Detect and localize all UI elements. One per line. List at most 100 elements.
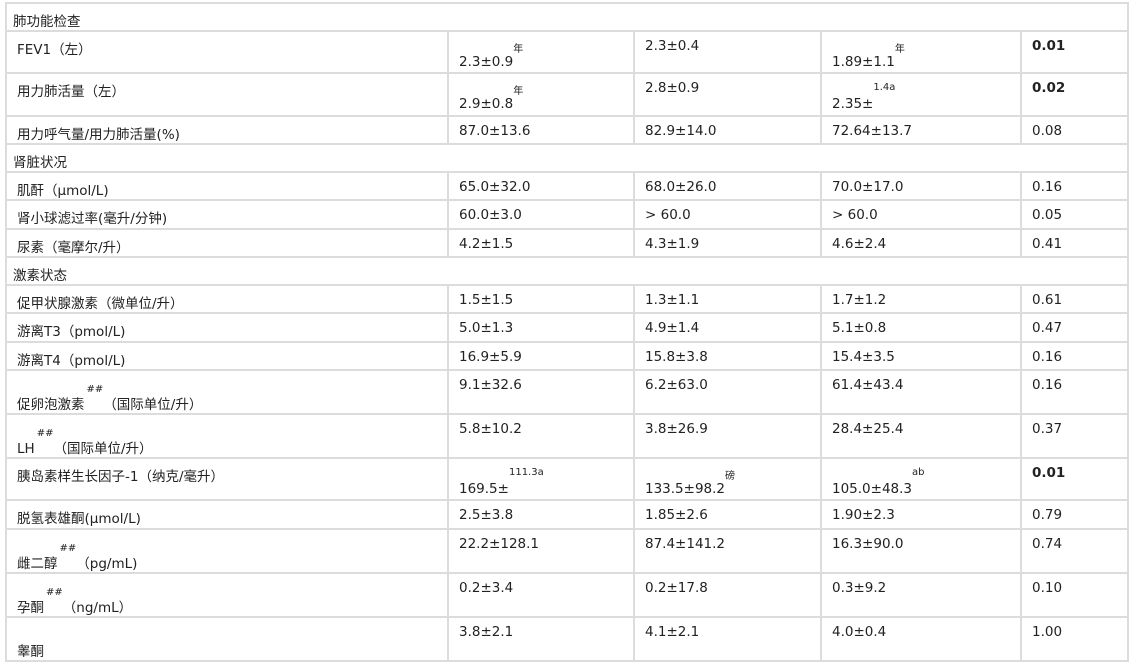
value-wrapper: 87.4±141.2	[645, 536, 725, 552]
value: 4.9±1.4	[645, 320, 700, 336]
value: 70.0±17.0	[832, 179, 904, 195]
value-cell: 68.0±26.0	[633, 171, 822, 201]
table-row: 游离T4（pmol/L) 16.9±5.9 15.8±3.8 15.4±3.5 0.16	[5, 341, 1130, 371]
label-footnote-mark: ##	[46, 586, 63, 598]
value-footnote-mark: 1.4a	[873, 82, 896, 93]
value-wrapper: 72.64±13.7	[832, 123, 912, 139]
value: 15.4±3.5	[832, 349, 895, 365]
p-value: 0.16	[1019, 171, 1130, 201]
value-wrapper: 2.5±3.8	[459, 507, 513, 523]
value-cell: 61.4±43.4	[820, 369, 1022, 415]
value-cell: 2.5±3.8	[447, 499, 635, 530]
p-value: 0.16	[1019, 369, 1130, 415]
value-cell: 9.1±32.6	[447, 369, 635, 415]
value: 169.5±	[459, 481, 509, 497]
value-cell: 22.2±128.1	[447, 528, 635, 574]
p-value: 0.10	[1019, 572, 1130, 618]
table-row: 睾酮 3.8±2.1 4.1±2.1 4.0±0.4 1.00	[5, 616, 1130, 662]
value-wrapper: 4.3±1.9	[645, 236, 699, 252]
value-wrapper: 1.3±1.1	[645, 292, 699, 308]
value: 2.3±0.9	[459, 54, 514, 70]
value-cell: 3.8±26.9	[633, 413, 822, 459]
row-label: 雌二醇	[17, 556, 58, 572]
value-wrapper: 87.0±13.6	[459, 123, 530, 139]
value-cell: 16.9±5.9	[447, 341, 635, 371]
value-wrapper: 2.3±0.4	[645, 38, 699, 54]
value-cell: 5.1±0.8	[820, 312, 1022, 343]
value: 16.3±90.0	[832, 536, 904, 552]
value: 22.2±128.1	[459, 536, 540, 552]
p-value: 0.08	[1019, 115, 1130, 145]
value-cell: 4.1±2.1	[633, 616, 822, 662]
row-label: 睾酮	[17, 644, 44, 660]
value: 133.5±98.2	[645, 481, 726, 497]
row-label-unit: （国际单位/升）	[53, 441, 153, 457]
value-cell: 5.0±1.3	[447, 312, 635, 343]
value: 1.3±1.1	[645, 292, 700, 308]
value-wrapper: 1.85±2.6	[645, 507, 708, 523]
table-row: 用力肺活量（左） 2.9±0.8 年 2.8±0.9 2.35± 1.4a 0.02	[5, 72, 1130, 117]
value-wrapper: > 60.0	[832, 207, 878, 223]
value-wrapper: 28.4±25.4	[832, 421, 903, 437]
table-row: 孕酮## （ng/mL） 0.2±3.4 0.2±17.8 0.3±9.2 0.10	[5, 572, 1130, 618]
value-cell: 2.3±0.9 年	[447, 30, 635, 74]
value: 4.0±0.4	[832, 624, 887, 640]
value: 1.85±2.6	[645, 507, 708, 523]
row-label: 孕酮	[17, 600, 44, 616]
table-row: 雌二醇## （pg/mL) 22.2±128.1 87.4±141.2 16.3±90.…	[5, 528, 1130, 574]
value-cell: 5.8±10.2	[447, 413, 635, 459]
table-row: 游离T3（pmol/L) 5.0±1.3 4.9±1.4 5.1±0.8 0.47	[5, 312, 1130, 343]
value: 5.0±1.3	[459, 320, 514, 336]
value-wrapper: 4.9±1.4	[645, 320, 699, 336]
value: 60.0±3.0	[459, 207, 522, 223]
value-cell: 1.7±1.2	[820, 284, 1022, 314]
label-footnote-mark: ##	[86, 383, 104, 395]
row-label: 用力呼气量/用力肺活量(%)	[17, 127, 180, 143]
value-cell: > 60.0	[633, 199, 822, 230]
value-cell: 87.4±141.2	[633, 528, 822, 574]
value-footnote-mark: 磅	[725, 471, 736, 482]
value-wrapper: 3.8±26.9	[645, 421, 708, 437]
value-cell: 4.2±1.5	[447, 228, 635, 258]
value-cell: 15.8±3.8	[633, 341, 822, 371]
value: 65.0±32.0	[459, 179, 531, 195]
value-cell: 133.5±98.2 磅	[633, 457, 822, 501]
value-cell: 1.3±1.1	[633, 284, 822, 314]
p-value: 1.00	[1019, 616, 1130, 662]
value-cell: 65.0±32.0	[447, 171, 635, 201]
value: 1.7±1.2	[832, 292, 887, 308]
value-cell: 4.3±1.9	[633, 228, 822, 258]
value-cell: 28.4±25.4	[820, 413, 1022, 459]
value-cell: 2.9±0.8 年	[447, 72, 635, 117]
row-label: 促甲状腺激素（微单位/升）	[17, 296, 184, 312]
value-wrapper: 5.8±10.2	[459, 421, 522, 437]
row-label-cell: FEV1（左）	[5, 30, 449, 74]
value: 0.2±17.8	[645, 580, 708, 596]
value-cell: > 60.0	[820, 199, 1022, 230]
row-label: 促卵泡激素	[17, 397, 85, 413]
value-cell: 0.2±17.8	[633, 572, 822, 618]
row-label-cell: 胰岛素样生长因子-1（纳克/毫升）	[5, 457, 449, 501]
row-label: FEV1（左）	[17, 42, 92, 58]
value-cell: 60.0±3.0	[447, 199, 635, 230]
value-wrapper: 1.7±1.2	[832, 292, 886, 308]
section-row: 肾脏状况	[4, 143, 1130, 173]
row-label-cell: 脱氢表雄酮(μmol/L)	[5, 499, 449, 530]
value-wrapper: 5.0±1.3	[459, 320, 513, 336]
label-footnote-mark: ##	[36, 427, 54, 439]
table-body: 肺功能检查 FEV1（左） 2.3±0.9 年 2.3±0.4 1.89±1.1 年 0.01…	[4, 2, 1130, 662]
row-label-cell: 用力肺活量（左）	[5, 72, 449, 117]
value-wrapper: 133.5±98.2 磅	[645, 471, 735, 497]
row-label-unit: （ng/mL）	[62, 600, 133, 616]
value-wrapper: 2.35± 1.4a	[832, 82, 895, 112]
row-label: 脱氢表雄酮(μmol/L)	[17, 511, 141, 527]
value: 5.8±10.2	[459, 421, 522, 437]
value-cell: 6.2±63.0	[633, 369, 822, 415]
value-cell: 1.89±1.1 年	[820, 30, 1022, 74]
value: 82.9±14.0	[645, 123, 717, 139]
value-footnote-mark: 年	[513, 86, 524, 97]
table-row: 胰岛素样生长因子-1（纳克/毫升） 169.5± 111.3a 133.5±98.2 磅…	[5, 457, 1130, 501]
p-value: 0.37	[1019, 413, 1130, 459]
value-wrapper: 0.2±3.4	[459, 580, 513, 596]
value-footnote-mark: ab	[912, 467, 925, 478]
